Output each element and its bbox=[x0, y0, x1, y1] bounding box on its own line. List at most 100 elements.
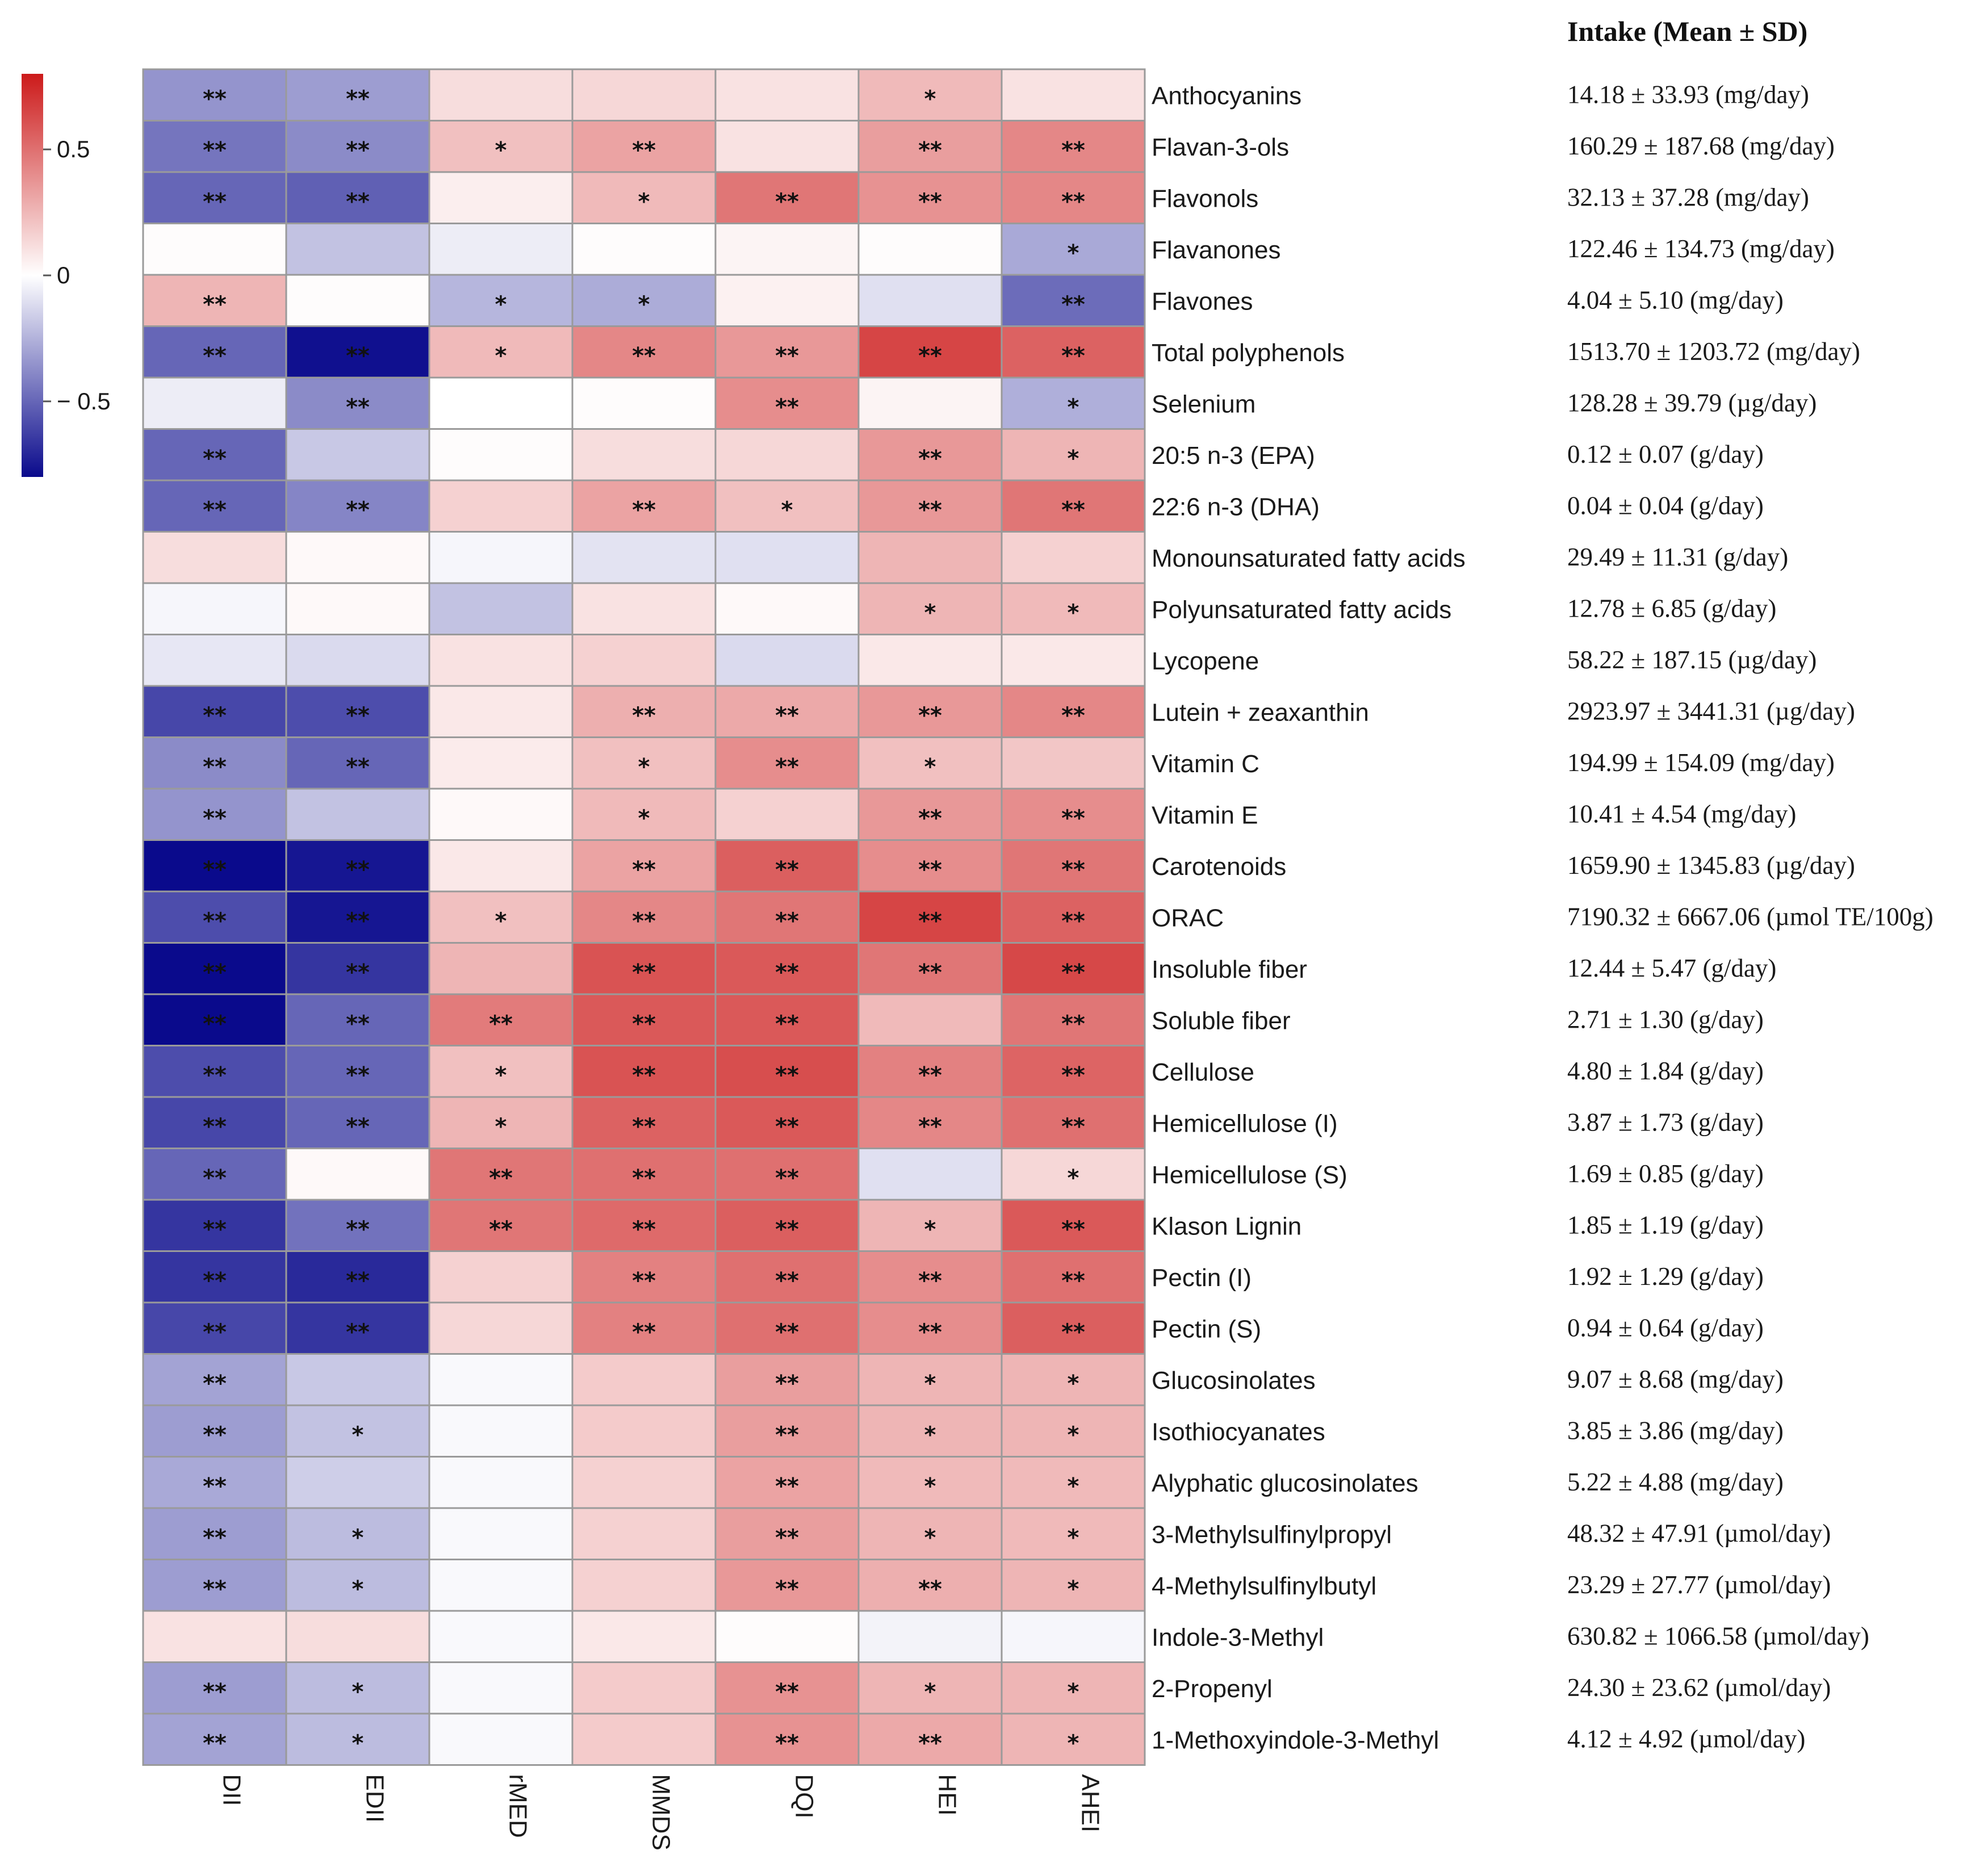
heatmap-cell bbox=[428, 736, 574, 790]
intake-value: 1659.90 ± 1345.83 (µg/day) bbox=[1567, 851, 1855, 880]
heatmap-cell bbox=[571, 788, 717, 841]
intake-value: 0.12 ± 0.07 (g/day) bbox=[1567, 440, 1764, 468]
row-label: Anthocyanins bbox=[1152, 82, 1301, 110]
column-label: AHEI bbox=[1076, 1774, 1104, 1833]
row-label: Flavonols bbox=[1152, 185, 1258, 212]
heatmap-cell bbox=[714, 839, 860, 893]
heatmap-cell bbox=[285, 788, 430, 841]
significance-mark: ** bbox=[775, 189, 799, 215]
significance-mark: ** bbox=[346, 1216, 370, 1242]
heatmap-cell bbox=[142, 1712, 287, 1766]
heatmap-cell bbox=[142, 1661, 287, 1715]
significance-mark: ** bbox=[632, 137, 656, 164]
significance-mark: ** bbox=[632, 960, 656, 986]
significance-mark: * bbox=[495, 343, 507, 369]
heatmap-cell bbox=[428, 1250, 574, 1304]
significance-mark: * bbox=[1068, 1730, 1079, 1756]
column-label: MMDS bbox=[647, 1774, 675, 1850]
heatmap-cell bbox=[285, 171, 430, 224]
heatmap-cell bbox=[571, 1610, 717, 1663]
heatmap-cell bbox=[285, 634, 430, 687]
heatmap-cell bbox=[428, 582, 574, 635]
significance-mark: * bbox=[924, 1473, 936, 1500]
significance-mark: ** bbox=[632, 1268, 656, 1294]
significance-mark: ** bbox=[918, 1268, 942, 1294]
intake-value: 0.04 ± 0.04 (g/day) bbox=[1567, 491, 1764, 520]
heatmap-cell bbox=[428, 376, 574, 430]
significance-mark: ** bbox=[489, 1165, 513, 1191]
significance-mark: ** bbox=[918, 960, 942, 986]
significance-mark: ** bbox=[203, 137, 227, 164]
heatmap-cell bbox=[285, 274, 430, 327]
row-label: Selenium bbox=[1152, 390, 1255, 418]
heatmap-cell bbox=[142, 1148, 287, 1201]
intake-value: 4.80 ± 1.84 (g/day) bbox=[1567, 1057, 1764, 1085]
heatmap-cell bbox=[571, 171, 717, 224]
heatmap-cell bbox=[714, 120, 860, 173]
significance-mark: ** bbox=[918, 805, 942, 831]
significance-mark: ** bbox=[203, 189, 227, 215]
significance-mark: ** bbox=[775, 754, 799, 780]
row-label: Pectin (S) bbox=[1152, 1315, 1261, 1343]
heatmap-cell bbox=[428, 1404, 574, 1458]
significance-mark: ** bbox=[775, 343, 799, 369]
heatmap-cell bbox=[428, 788, 574, 841]
significance-mark: ** bbox=[775, 1730, 799, 1756]
heatmap-cell bbox=[428, 942, 574, 995]
significance-mark: * bbox=[924, 754, 936, 780]
heatmap-cell bbox=[285, 582, 430, 635]
heatmap-cell bbox=[714, 736, 860, 790]
significance-mark: ** bbox=[918, 343, 942, 369]
row-label: Hemicellulose (I) bbox=[1152, 1109, 1338, 1137]
heatmap-cell bbox=[285, 1661, 430, 1715]
heatmap-cell bbox=[857, 531, 1003, 584]
heatmap-cell bbox=[142, 1353, 287, 1406]
significance-mark: ** bbox=[203, 1473, 227, 1500]
heatmap-cell bbox=[285, 1096, 430, 1149]
intake-value: 5.22 ± 4.88 (mg/day) bbox=[1567, 1468, 1784, 1496]
significance-mark: * bbox=[924, 86, 936, 112]
heatmap-cell bbox=[285, 68, 430, 122]
heatmap-cell bbox=[142, 890, 287, 944]
heatmap-cell bbox=[1001, 1610, 1146, 1663]
significance-mark: * bbox=[924, 1679, 936, 1705]
row-label: 3-Methylsulfinylpropyl bbox=[1152, 1521, 1392, 1548]
heatmap-cell bbox=[714, 1456, 860, 1509]
heatmap-cell bbox=[428, 634, 574, 687]
row-label: Lutein + zeaxanthin bbox=[1152, 698, 1369, 726]
heatmap-cell bbox=[857, 1610, 1003, 1663]
significance-mark: ** bbox=[775, 394, 799, 420]
heatmap-cell bbox=[714, 376, 860, 430]
heatmap-cell bbox=[857, 1148, 1003, 1201]
significance-mark: ** bbox=[1061, 960, 1085, 986]
row-label: Monounsaturated fatty acids bbox=[1152, 545, 1466, 572]
heatmap-cell bbox=[142, 274, 287, 327]
heatmap-cell bbox=[571, 634, 717, 687]
intake-value: 194.99 ± 154.09 (mg/day) bbox=[1567, 748, 1835, 777]
heatmap-cell bbox=[714, 223, 860, 276]
heatmap-cells bbox=[142, 68, 1146, 1766]
heatmap-cell bbox=[1001, 839, 1146, 893]
significance-mark: ** bbox=[203, 1730, 227, 1756]
intake-value: 3.85 ± 3.86 (mg/day) bbox=[1567, 1416, 1784, 1444]
significance-mark: * bbox=[1068, 240, 1079, 266]
heatmap-cell bbox=[285, 1353, 430, 1406]
significance-mark: * bbox=[495, 137, 507, 164]
heatmap-cell bbox=[142, 993, 287, 1046]
significance-mark: ** bbox=[918, 1062, 942, 1088]
row-label: Insoluble fiber bbox=[1152, 956, 1307, 983]
heatmap-cell bbox=[714, 1712, 860, 1766]
significance-mark: ** bbox=[346, 1011, 370, 1037]
significance-mark: * bbox=[638, 805, 650, 831]
significance-mark: ** bbox=[346, 1062, 370, 1088]
row-label: Cellulose bbox=[1152, 1058, 1254, 1086]
heatmap-cell bbox=[714, 171, 860, 224]
heatmap-cell bbox=[714, 274, 860, 327]
intake-value: 12.78 ± 6.85 (g/day) bbox=[1567, 594, 1776, 622]
significance-mark: * bbox=[352, 1730, 364, 1756]
intake-value: 122.46 ± 134.73 (mg/day) bbox=[1567, 235, 1835, 263]
heatmap-cell bbox=[714, 1148, 860, 1201]
significance-mark: ** bbox=[489, 1011, 513, 1037]
heatmap-cell bbox=[285, 223, 430, 276]
